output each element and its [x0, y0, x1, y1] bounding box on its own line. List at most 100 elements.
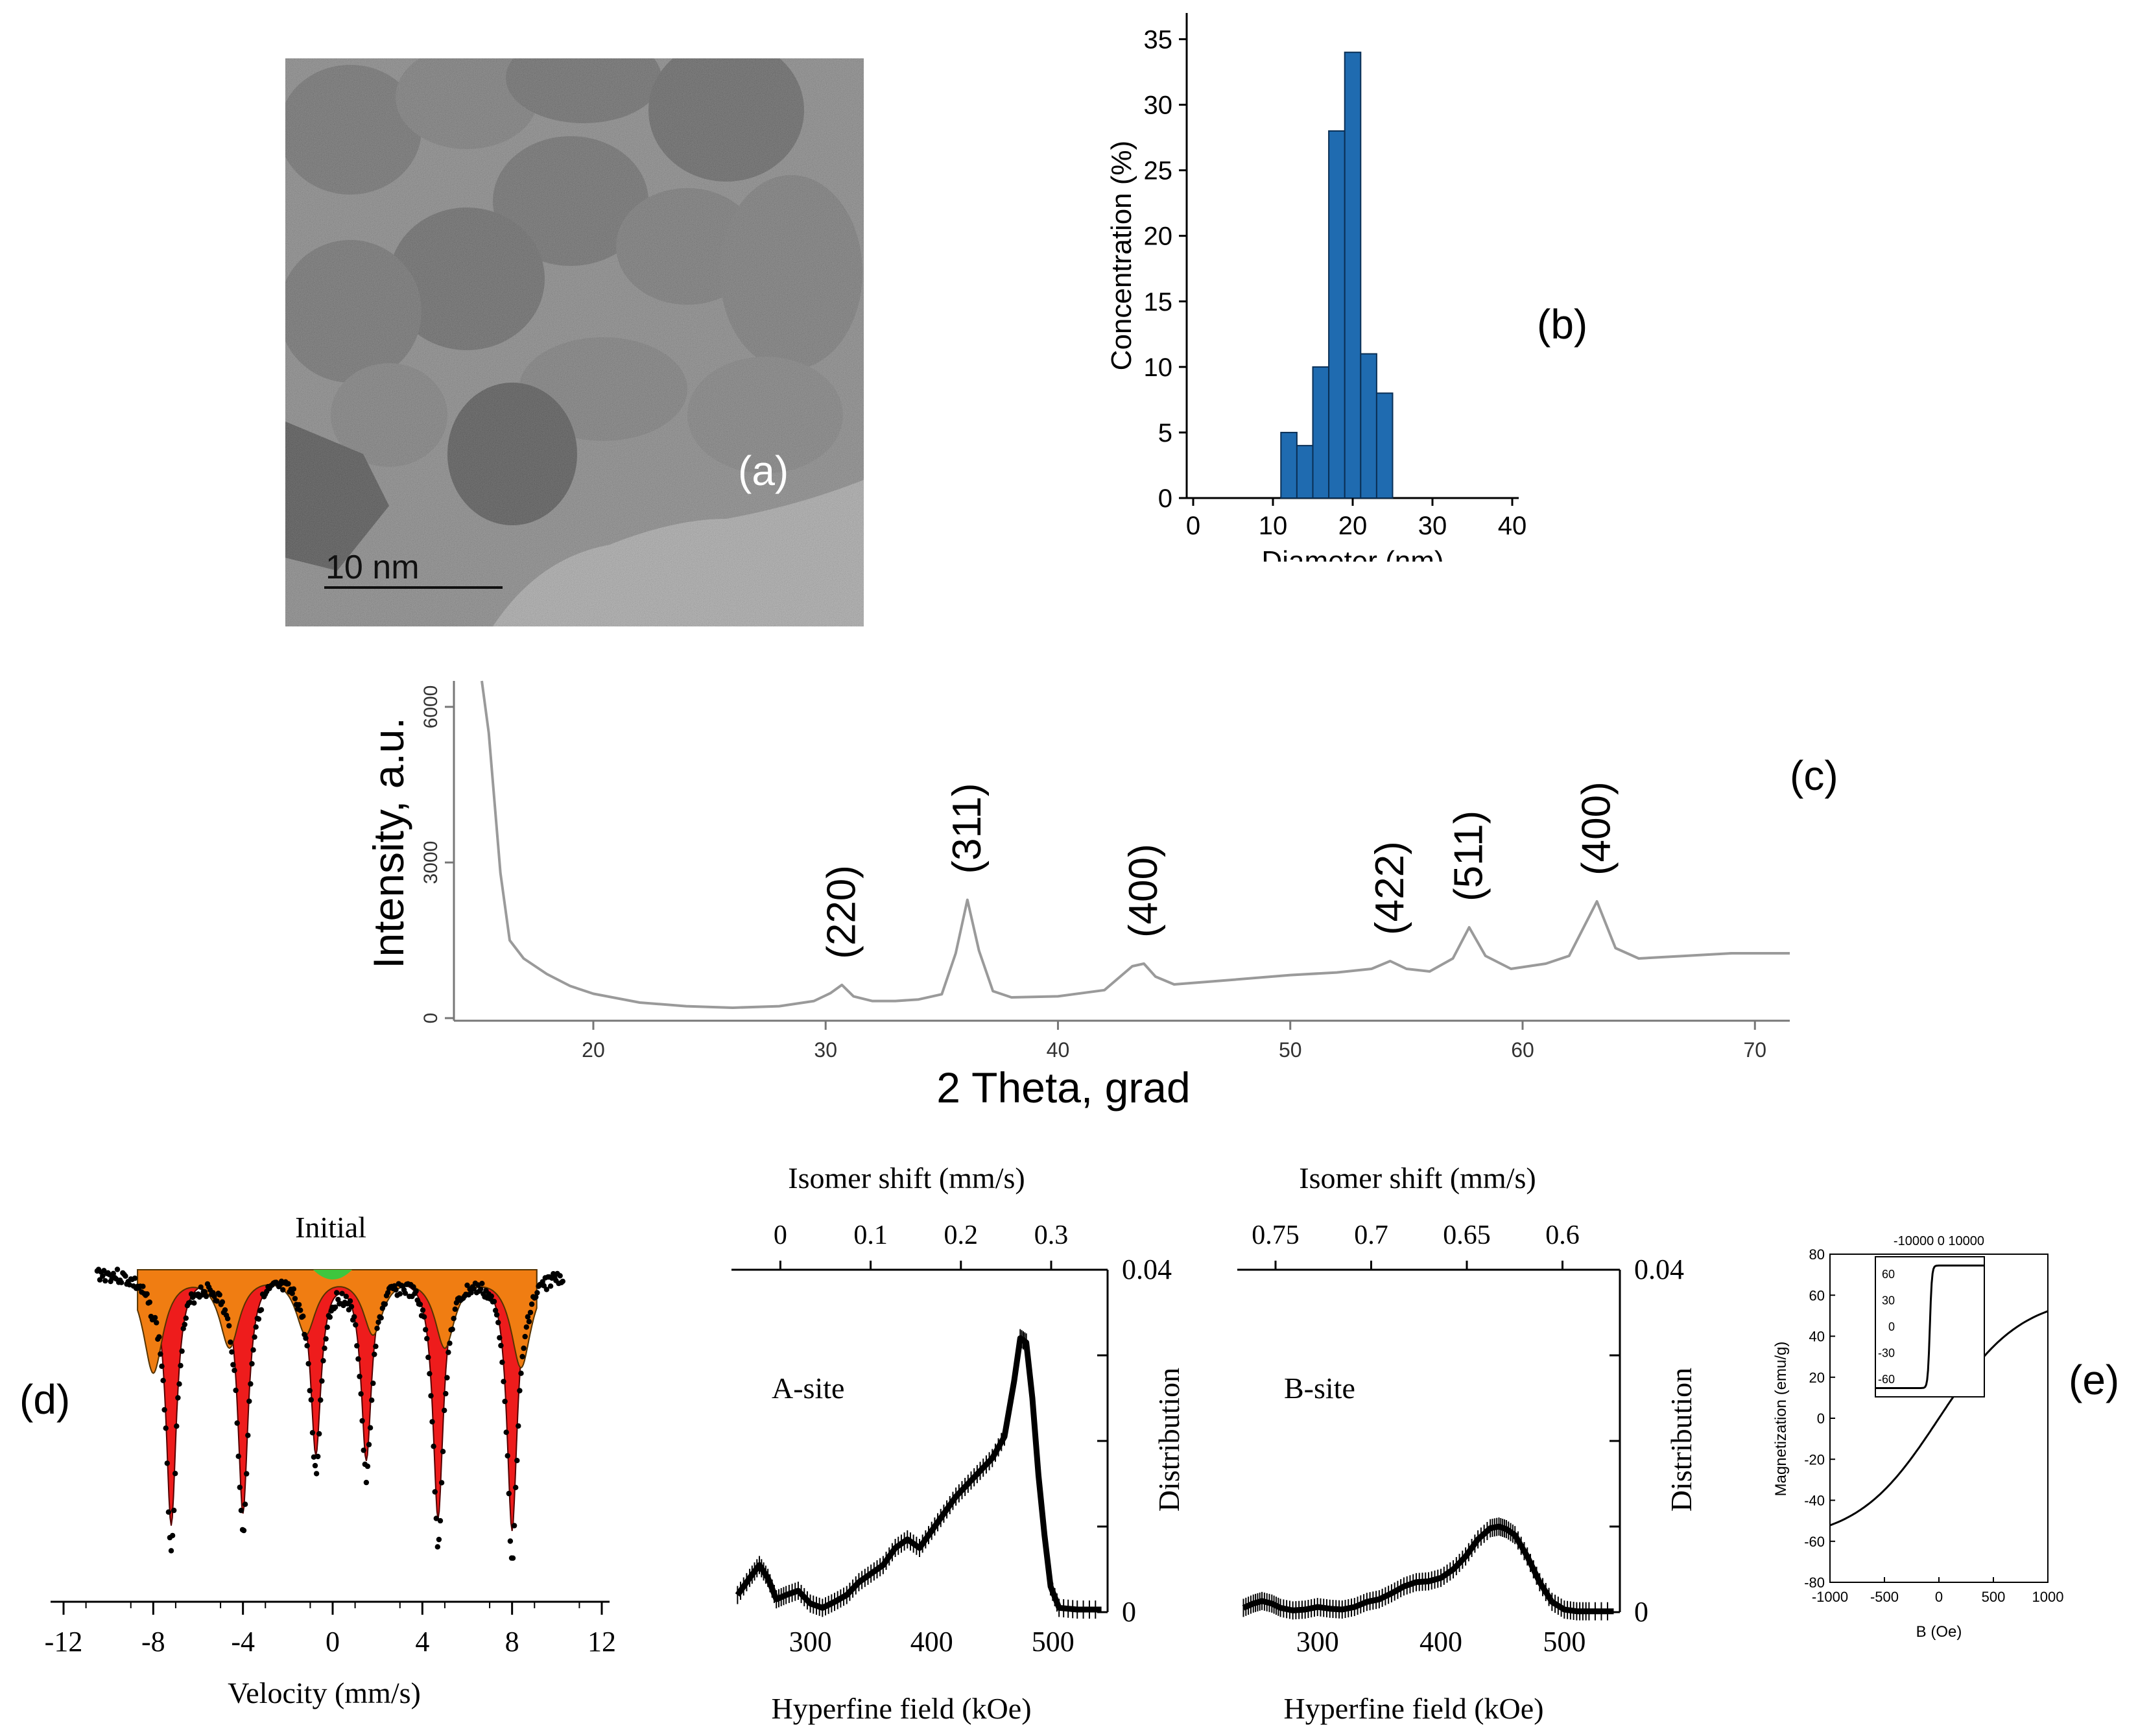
mossbauer-point: [503, 1429, 509, 1435]
mossbauer-point: [159, 1363, 165, 1369]
mossbauer-spectrum: Initial -12 -8 -4 0 4 8 12 Velocity (mm/s) (d): [19, 1211, 616, 1709]
mossbauer-point: [211, 1294, 217, 1300]
mossbauer-point: [343, 1294, 349, 1300]
xrd-y-tick-label-1: 3000: [420, 841, 442, 885]
panel-label-c: (c): [1790, 752, 1838, 799]
mossbauer-point: [323, 1336, 329, 1342]
mag-inset-loop: [1875, 1265, 1984, 1389]
mossbauer-point: [241, 1527, 247, 1534]
mossbauer-point: [425, 1354, 431, 1361]
mag-inset-top-ticks: -10000 0 10000: [1894, 1234, 1984, 1248]
mossbauer-point: [452, 1306, 458, 1313]
mossbauer-point: [351, 1314, 357, 1320]
mossbauer-point: [402, 1290, 409, 1296]
tem-image-panel: 10 nm (a): [285, 58, 864, 626]
mossbauer-point: [100, 1273, 106, 1279]
mag-x-tick-label-1: -500: [1870, 1589, 1899, 1605]
mag-y-tick-label-0: -80: [1804, 1575, 1825, 1591]
b-site-y-tick-label-0: 0: [1634, 1596, 1648, 1628]
mossbauer-point: [307, 1388, 313, 1394]
mossbauer-point: [355, 1356, 361, 1362]
mossbauer-point: [442, 1407, 447, 1414]
mossbauer-point: [397, 1291, 403, 1297]
xrd-y-tick-label-2: 6000: [420, 685, 442, 729]
mossbauer-point: [229, 1349, 235, 1355]
mossbauer-point: [518, 1370, 524, 1376]
mossbauer-point: [347, 1298, 353, 1304]
hist-bar-2: [1312, 366, 1330, 499]
mag-x-tick-label-4: 1000: [2032, 1589, 2064, 1605]
mossbauer-point: [560, 1278, 565, 1285]
mossbauer-point: [202, 1289, 208, 1295]
a-site-y-label: Distribution: [1152, 1368, 1185, 1512]
mossbauer-point: [511, 1523, 517, 1528]
mossbauer-point: [429, 1419, 435, 1425]
hist-y-tick-label-5: 25: [1144, 157, 1173, 185]
hist-bar-1: [1296, 445, 1314, 499]
mossbauer-point: [527, 1309, 534, 1316]
a-site-y-tick-label-1: 0.04: [1122, 1254, 1172, 1285]
mossbauer-point: [164, 1460, 170, 1466]
mossbauer-point: [514, 1458, 520, 1464]
mossbauer-point: [335, 1296, 341, 1303]
mossbauer-point: [516, 1423, 521, 1429]
mossbauer-point: [182, 1322, 187, 1327]
hist-x-tick-label-4: 40: [1498, 512, 1527, 540]
mossbauer-point: [320, 1358, 326, 1364]
mossbauer-point: [285, 1281, 291, 1287]
xrd-peak-label-3: (422): [1368, 841, 1412, 935]
mossbauer-point: [313, 1471, 320, 1477]
mossbauer-point: [163, 1425, 169, 1431]
mossbauer-point: [203, 1293, 209, 1300]
mossbauer-point: [427, 1371, 433, 1377]
xrd-x-tick-label-3: 50: [1279, 1038, 1302, 1062]
mossbauer-point: [423, 1327, 429, 1333]
hist-y-tick-label-3: 15: [1144, 288, 1173, 316]
b-site-x-tick-label-0: 300: [1296, 1626, 1339, 1658]
mossbauer-point: [464, 1282, 470, 1289]
mossbauer-point: [110, 1270, 116, 1277]
hist-y-label: Concentration (%): [1106, 141, 1137, 371]
xrd-curve: [481, 680, 1790, 1009]
b-site-top-tick-label-0: 0.75: [1252, 1220, 1300, 1250]
a-site-top-tick-label-3: 0.3: [1034, 1220, 1069, 1250]
mossbauer-point: [478, 1286, 484, 1292]
mossbauer-x-tick-label-2: -4: [231, 1626, 255, 1658]
mossbauer-point: [140, 1283, 146, 1289]
xrd-x-label: 2 Theta, grad: [936, 1064, 1190, 1112]
mag-ticks: -1000 -500 0 500 1000 -80 -60 -40 -20 0 20 40 60 80: [1804, 1246, 2063, 1605]
mossbauer-point: [432, 1489, 438, 1495]
mossbauer-point: [298, 1307, 303, 1313]
mossbauer-point: [327, 1314, 333, 1320]
mossbauer-point: [152, 1314, 158, 1321]
mossbauer-point: [158, 1351, 163, 1357]
mossbauer-point: [522, 1333, 528, 1340]
mossbauer-point: [367, 1425, 374, 1431]
hist-x-tick-label-2: 20: [1338, 512, 1368, 540]
mossbauer-point: [529, 1301, 535, 1307]
mossbauer-point: [382, 1301, 388, 1307]
mossbauer-point: [501, 1379, 506, 1385]
mossbauer-point: [507, 1538, 514, 1544]
panel-label-d: (d): [19, 1376, 70, 1423]
mossbauer-point: [513, 1484, 519, 1490]
panel-label-e: (e): [2069, 1357, 2119, 1403]
mossbauer-point: [363, 1479, 370, 1486]
hist-y-tick-label-0: 0: [1158, 484, 1172, 513]
mossbauer-point: [291, 1286, 296, 1292]
mossbauer-point: [119, 1279, 125, 1285]
mossbauer-point: [433, 1516, 439, 1521]
a-site-ticks: 300 400 500 0 0.1 0.2 0.3 0 0.04: [774, 1220, 1172, 1658]
mossbauer-point: [499, 1359, 505, 1365]
a-site-x-label: Hyperfine field (kOe): [771, 1692, 1031, 1725]
mossbauer-point: [309, 1430, 316, 1436]
mossbauer-point: [445, 1350, 451, 1355]
mossbauer-point: [178, 1362, 184, 1368]
mossbauer-point: [319, 1378, 325, 1384]
a-site-curve: [735, 1329, 1102, 1619]
b-site-top-tick-label-2: 0.65: [1443, 1220, 1491, 1250]
mag-x-tick-label-2: 0: [1935, 1589, 1943, 1605]
b-site-x-tick-label-2: 500: [1543, 1626, 1586, 1658]
xrd-peak-label-2: (400): [1121, 844, 1166, 938]
mossbauer-point: [479, 1281, 485, 1287]
